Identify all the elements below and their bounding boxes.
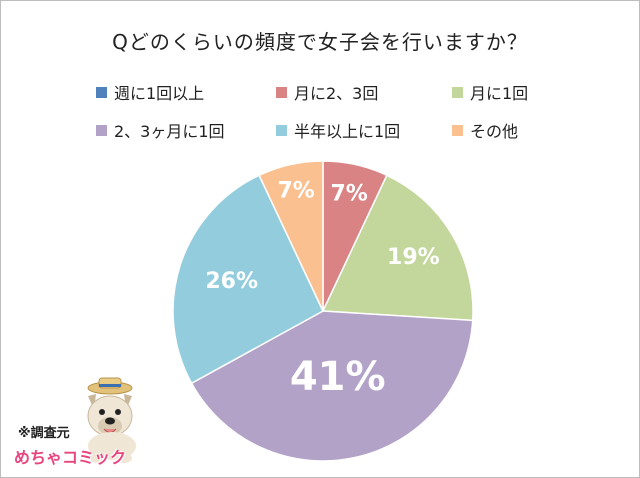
legend-label-monthly: 月に1回: [470, 84, 529, 103]
pie-data-label-5: 7%: [277, 178, 314, 203]
legend-label-weekly: 週に1回以上: [114, 84, 205, 103]
pie-slice-5: [258, 160, 324, 312]
legend-label-2-3-months: 2、3ヶ月に1回: [114, 122, 225, 141]
legend-item-other: その他: [452, 118, 518, 142]
legend-item-weekly: 週に1回以上: [96, 80, 204, 104]
legend-label-other: その他: [470, 122, 519, 141]
pie-data-label-4: 26%: [205, 269, 258, 294]
legend-swatch-other: [452, 124, 463, 136]
legend-item-half-year: 半年以上に1回: [276, 118, 400, 142]
credit-logo: めちゃコミック: [14, 448, 127, 467]
credit-label: ※調査元: [18, 426, 70, 441]
legend-item-monthly: 月に1回: [452, 80, 528, 104]
pie-data-label-1: 7%: [330, 181, 367, 206]
chart-title: Qどのくらいの頻度で女子会を行いますか？: [112, 30, 528, 54]
legend-label-2-3-monthly: 月に2、3回: [294, 84, 379, 103]
pie-slice-2: [321, 174, 474, 322]
dog-mascot-icon: [87, 377, 136, 463]
pie-slice-4: [172, 174, 324, 385]
legend-item-2-3-monthly: 月に2、3回: [276, 80, 378, 104]
credit-badge: ※調査元 めちゃコミック: [14, 374, 154, 470]
pie-data-label-2: 19%: [387, 245, 440, 270]
legend-label-half-year: 半年以上に1回: [294, 122, 401, 141]
pie-data-label-3: 41%: [290, 354, 386, 400]
legend-swatch-2-3-months: [96, 124, 107, 136]
legend-item-2-3-months: 2、3ヶ月に1回: [96, 118, 225, 142]
pie-slice-3: [190, 310, 474, 462]
legend-swatch-2-3-monthly: [276, 86, 287, 98]
legend-swatch-half-year: [276, 124, 287, 136]
legend-swatch-weekly: [96, 86, 107, 98]
legend-swatch-monthly: [452, 86, 463, 98]
